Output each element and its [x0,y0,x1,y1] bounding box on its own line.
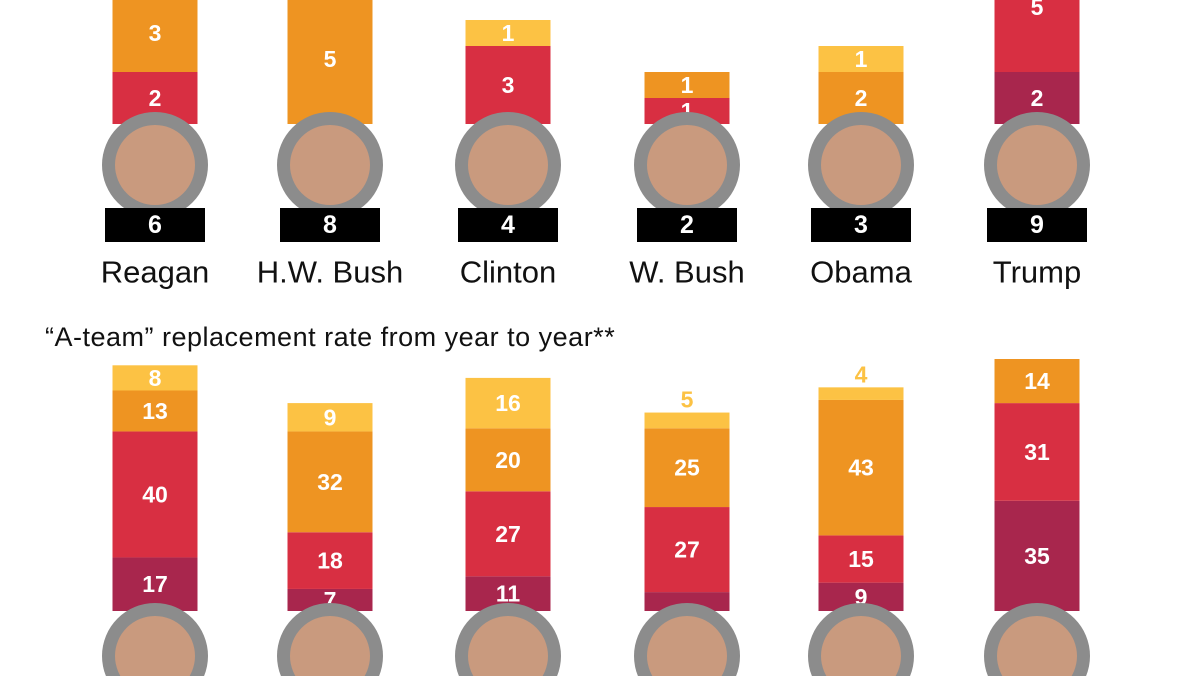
segment-label: 1 [502,20,515,46]
portrait-face [290,125,370,205]
segment-label: 31 [1024,439,1050,465]
bar-segment [465,428,551,492]
portrait-face [821,616,901,676]
bar-segment [465,46,551,124]
portrait-face [468,125,548,205]
total-box [811,208,911,242]
segment-label: 2 [855,85,868,111]
segment-label: 2 [149,85,162,111]
bar-segment [644,72,730,98]
segment-label: 3 [149,20,162,46]
segment-label: 43 [848,455,874,481]
segment-label: 8 [149,365,162,391]
total-box [637,208,737,242]
bar-segment [818,387,904,400]
portrait-face [115,125,195,205]
segment-label: 25 [674,455,700,481]
bar-segment [287,588,373,611]
bar-segment [112,557,198,611]
bar-segment [818,399,904,536]
category-label: Clinton [460,255,557,290]
bar-segment [994,0,1080,72]
portrait-face [821,125,901,205]
bar-segment [112,431,198,558]
bar-segment [818,46,904,72]
segment-label: 15 [848,546,874,572]
segment-label: 27 [495,521,521,547]
total-box [987,208,1087,242]
category-label: Trump [993,255,1081,290]
bar-segment [644,428,730,508]
segment-label: 2 [1031,85,1044,111]
segment-label: 17 [142,571,168,597]
bar-segment [644,592,730,611]
segment-label: 4 [855,361,868,387]
bar-segment [112,365,198,391]
segment-label: 32 [317,469,343,495]
bar-segment [644,507,730,593]
category-label: Reagan [101,255,210,290]
segment-label: 16 [495,390,521,416]
segment-label: 27 [674,537,700,563]
segment-label: 1 [681,72,694,98]
segment-label: 20 [495,447,521,473]
segment-label: 40 [142,481,168,507]
total-box [105,208,205,242]
segment-label: 1 [855,46,868,72]
segment-label: 9 [324,404,337,430]
bar-segment [994,359,1080,404]
bar-segment [287,403,373,432]
chart-title: “A-team” replacement rate from year to y… [45,322,615,352]
total-label: 4 [501,211,515,239]
total-box [458,208,558,242]
bar-segment [465,20,551,46]
bar-segment [287,0,373,124]
category-label: H.W. Bush [257,255,403,290]
bar-segment [112,390,198,432]
bar-segment [287,532,373,589]
bar-segment [818,535,904,583]
segment-label: 35 [1024,543,1050,569]
segment-label: 5 [324,46,337,72]
portrait-face [647,125,727,205]
portrait-face [647,616,727,676]
total-label: 6 [148,211,162,239]
total-label: 3 [854,211,868,239]
segment-label: 5 [681,387,694,413]
bar-segment [644,412,730,429]
portrait-face [997,616,1077,676]
bar-segment [112,0,198,72]
bar-segment [465,491,551,577]
segment-label: 18 [317,548,343,574]
segment-label: 14 [1024,368,1050,394]
bar-segment [994,500,1080,611]
bar-segment [465,377,551,429]
segment-label: 3 [502,72,515,98]
bar-segment [994,403,1080,501]
category-label: Obama [810,255,912,290]
portrait-face [290,616,370,676]
total-label: 8 [323,211,337,239]
segment-label: 5 [1031,0,1044,20]
total-box [280,208,380,242]
total-label: 9 [1030,211,1044,239]
segment-label: 13 [142,398,168,424]
category-label: W. Bush [629,255,744,290]
portrait-face [997,125,1077,205]
segment-label: 11 [496,581,521,607]
bar-segment [287,431,373,533]
portrait-face [115,616,195,676]
portrait-face [468,616,548,676]
total-label: 2 [680,211,694,239]
